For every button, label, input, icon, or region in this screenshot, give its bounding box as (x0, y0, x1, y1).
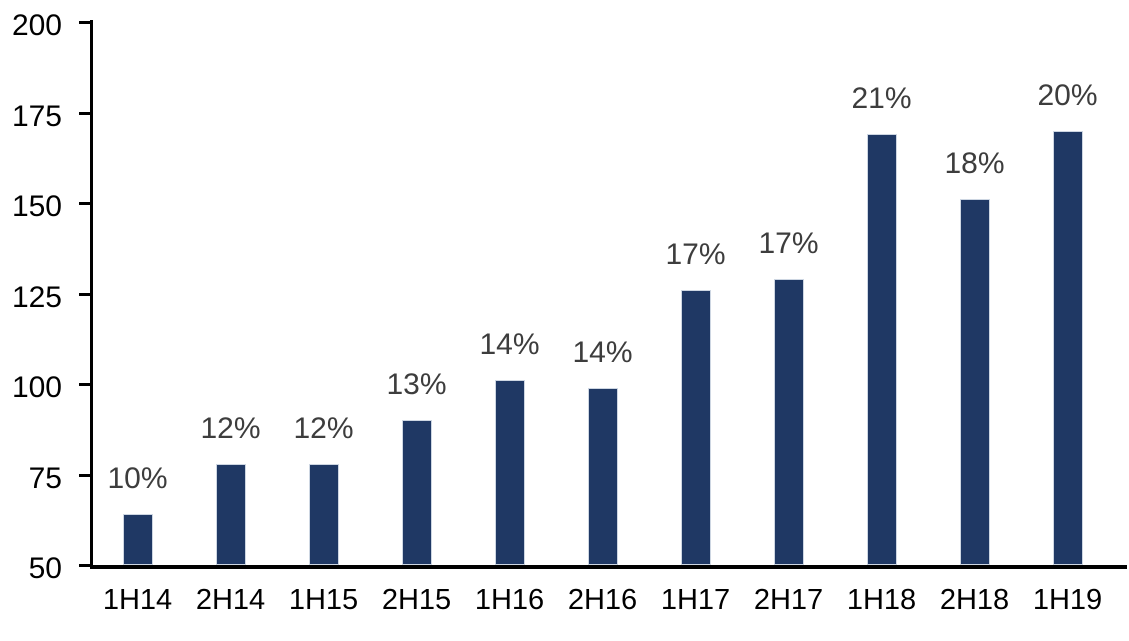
bar-2h14 (216, 464, 246, 565)
bar-2h16 (588, 388, 618, 565)
y-axis-tick (79, 111, 91, 115)
x-axis-label-1h14: 1H14 (102, 584, 173, 616)
y-axis-tick (79, 21, 91, 24)
bar-value-label: 10% (107, 462, 168, 495)
bar-2h17 (774, 279, 804, 565)
bar-1h16 (495, 380, 525, 565)
y-axis-tick (79, 292, 91, 296)
y-axis-tick (79, 473, 91, 477)
x-axis-label-2h15: 2H15 (381, 584, 452, 616)
bar-1h15 (309, 464, 339, 565)
bar-1h17 (681, 290, 711, 565)
bar-value-label: 12% (293, 412, 354, 445)
y-axis-tick-label: 125 (11, 280, 62, 314)
bar-value-label: 13% (386, 368, 447, 401)
x-axis-label-2h17: 2H17 (753, 584, 824, 616)
x-axis-label-2h16: 2H16 (567, 584, 638, 616)
bar-1h19 (1053, 131, 1083, 565)
x-axis-label-2h14: 2H14 (195, 584, 266, 616)
y-axis-tick-label: 150 (11, 190, 62, 223)
x-axis-label-2h18: 2H18 (939, 584, 1010, 616)
x-axis-label-1h18: 1H18 (846, 584, 917, 616)
bar-value-label: 17% (758, 227, 819, 260)
y-axis-tick-label: 75 (28, 461, 62, 495)
y-axis-tick-label: 200 (11, 9, 62, 42)
bar-value-label: 21% (851, 82, 912, 115)
bar-1h14 (123, 514, 153, 565)
bar-value-label: 17% (665, 238, 726, 271)
x-axis-label-1h16: 1H16 (474, 584, 545, 616)
y-axis-tick-label: 100 (11, 371, 62, 404)
bar-value-label: 14% (572, 336, 633, 369)
bar-value-label: 18% (944, 147, 1005, 180)
bar-2h18 (960, 199, 990, 565)
y-axis-tick-label: 50 (28, 552, 62, 585)
y-axis-tick-label: 175 (11, 99, 62, 133)
bar-value-label: 12% (200, 412, 261, 445)
x-axis-line (90, 565, 1127, 569)
y-axis-tick (79, 564, 91, 567)
y-axis-tick (79, 383, 91, 386)
x-axis-label-1h15: 1H15 (288, 584, 359, 616)
y-axis-tick (79, 202, 91, 205)
x-axis-label-1h19: 1H19 (1032, 584, 1103, 616)
bar-1h18 (867, 134, 897, 565)
bar-2h15 (402, 420, 432, 565)
y-axis-line (90, 20, 93, 569)
x-axis-label-1h17: 1H17 (660, 584, 731, 616)
bar-value-label: 20% (1037, 79, 1098, 112)
bar-value-label: 14% (479, 328, 540, 361)
